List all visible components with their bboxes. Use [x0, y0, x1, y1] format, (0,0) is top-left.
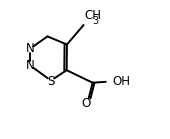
Text: OH: OH	[113, 75, 131, 88]
Text: O: O	[82, 97, 91, 111]
Text: S: S	[47, 75, 55, 88]
Text: 3: 3	[92, 16, 98, 26]
Text: CH: CH	[84, 9, 101, 22]
Text: N: N	[26, 42, 35, 55]
Text: N: N	[26, 59, 35, 72]
